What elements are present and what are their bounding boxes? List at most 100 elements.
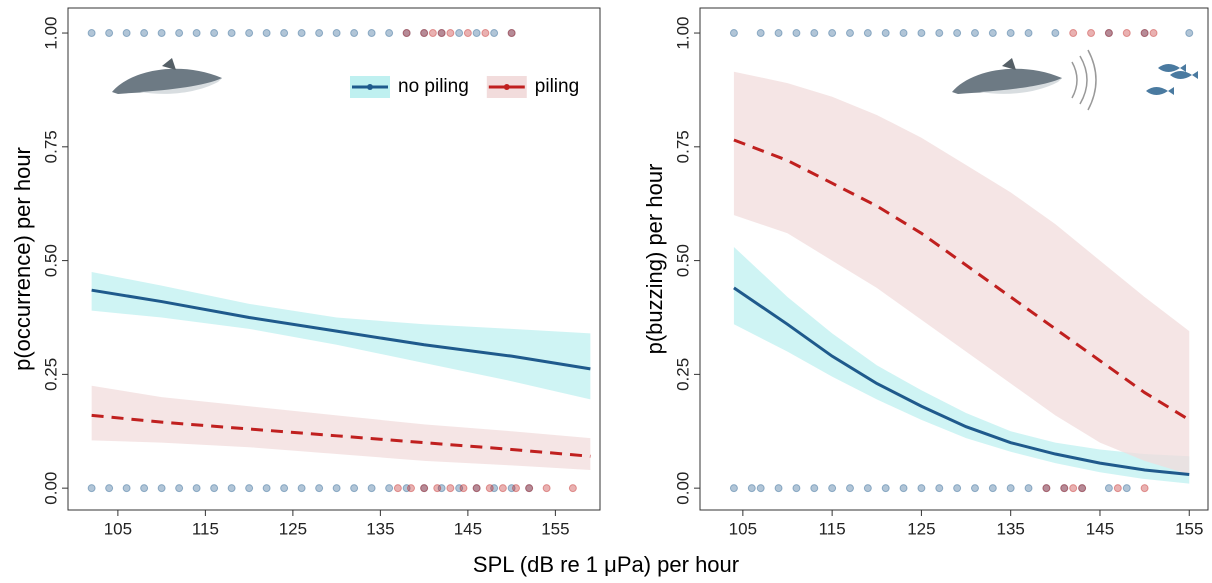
data-point xyxy=(1060,484,1069,493)
data-point xyxy=(315,484,324,493)
porpoise-icon xyxy=(952,49,1198,111)
data-point xyxy=(988,29,997,38)
fit-line xyxy=(91,413,591,458)
data-point xyxy=(446,29,455,38)
y-tick-label: 0.75 xyxy=(673,130,692,163)
data-point xyxy=(1042,484,1051,493)
data-point xyxy=(481,29,490,38)
data-point xyxy=(1006,29,1015,38)
data-point xyxy=(210,484,219,493)
fit-line xyxy=(91,288,591,371)
data-point xyxy=(459,484,468,493)
data-point xyxy=(988,484,997,493)
y-tick-label: 0.50 xyxy=(41,244,60,277)
data-point xyxy=(175,29,184,38)
data-point xyxy=(1104,29,1113,38)
data-point xyxy=(455,484,464,493)
data-point xyxy=(192,484,201,493)
data-point xyxy=(122,29,131,38)
data-point xyxy=(774,29,783,38)
data-point xyxy=(420,484,429,493)
x-tick-label: 155 xyxy=(541,519,569,538)
data-point xyxy=(367,484,376,493)
data-point xyxy=(1140,29,1149,38)
data-point xyxy=(262,29,271,38)
data-point xyxy=(729,29,738,38)
data-point xyxy=(227,484,236,493)
data-point xyxy=(420,29,429,38)
y-tick-label: 0.50 xyxy=(673,244,692,277)
data-point xyxy=(385,29,394,38)
data-point xyxy=(1051,29,1060,38)
data-point xyxy=(262,484,271,493)
data-point xyxy=(845,484,854,493)
y-tick-label: 0.00 xyxy=(673,472,692,505)
legend-key-dot xyxy=(367,84,373,90)
data-point xyxy=(953,484,962,493)
data-point xyxy=(1104,29,1113,38)
data-point xyxy=(87,484,96,493)
data-point xyxy=(490,29,499,38)
data-point xyxy=(245,29,254,38)
data-point xyxy=(863,29,872,38)
data-point xyxy=(350,484,359,493)
data-point xyxy=(1078,484,1087,493)
data-point xyxy=(1149,29,1158,38)
fit-line xyxy=(733,138,1191,422)
data-point xyxy=(393,484,402,493)
data-point xyxy=(455,29,464,38)
x-tick-label: 135 xyxy=(366,519,394,538)
data-point xyxy=(507,29,516,38)
data-point xyxy=(935,484,944,493)
y-axis-title: p(occurrence) per hour xyxy=(10,147,35,371)
data-point xyxy=(1024,29,1033,38)
data-point xyxy=(420,484,429,493)
data-point xyxy=(350,29,359,38)
data-point xyxy=(490,484,499,493)
data-point xyxy=(402,29,411,38)
y-axis-title: p(buzzing) per hour xyxy=(642,164,667,355)
data-point xyxy=(542,484,551,493)
data-point xyxy=(245,484,254,493)
data-point xyxy=(157,484,166,493)
data-point xyxy=(1087,29,1096,38)
plot-border xyxy=(699,7,1209,511)
data-point xyxy=(525,484,534,493)
data-point xyxy=(437,484,446,493)
data-point xyxy=(367,29,376,38)
data-point xyxy=(828,484,837,493)
data-point xyxy=(140,29,149,38)
data-point xyxy=(122,484,131,493)
data-point xyxy=(227,29,236,38)
data-point xyxy=(297,29,306,38)
data-point xyxy=(105,29,114,38)
x-tick-label: 125 xyxy=(279,519,307,538)
data-point xyxy=(881,29,890,38)
data-point xyxy=(863,484,872,493)
y-tick-label: 1.00 xyxy=(41,16,60,49)
data-point xyxy=(433,484,442,493)
data-point xyxy=(881,484,890,493)
data-point xyxy=(385,484,394,493)
data-point xyxy=(1024,484,1033,493)
data-point xyxy=(525,484,534,493)
data-point xyxy=(315,29,324,38)
data-point xyxy=(828,29,837,38)
x-tick-label: 125 xyxy=(907,519,935,538)
data-point xyxy=(507,29,516,38)
data-point xyxy=(1185,29,1194,38)
plot-area xyxy=(87,29,591,493)
data-point xyxy=(917,29,926,38)
y-tick-label: 0.75 xyxy=(41,130,60,163)
data-point xyxy=(512,484,520,493)
data-point xyxy=(105,484,114,493)
confidence-band xyxy=(733,71,1190,475)
data-point xyxy=(437,29,446,38)
data-point xyxy=(756,29,765,38)
x-tick-label: 155 xyxy=(1175,519,1203,538)
x-tick-label: 105 xyxy=(729,519,757,538)
data-point xyxy=(280,484,289,493)
data-point xyxy=(1006,484,1015,493)
data-point xyxy=(192,29,201,38)
data-point xyxy=(446,484,455,493)
